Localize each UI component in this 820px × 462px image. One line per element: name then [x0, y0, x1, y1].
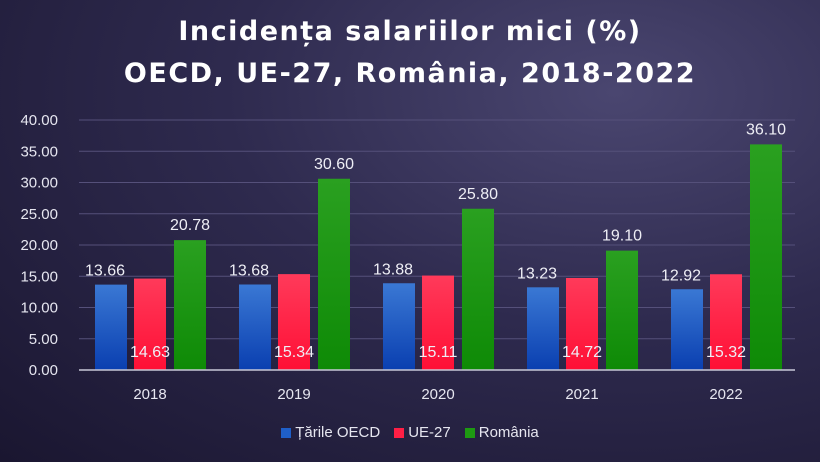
legend-item: Țările OECD [281, 424, 380, 441]
bar-0-2020 [383, 283, 415, 370]
legend-item: România [464, 424, 539, 441]
data-label: 14.63 [130, 344, 170, 361]
bar-0-2018 [95, 284, 127, 370]
legend-swatch [464, 427, 475, 438]
y-tick-label: 20.00 [20, 237, 58, 254]
bar-0-2019 [239, 284, 271, 370]
bar-0-2021 [527, 287, 559, 370]
bar-2-2020 [462, 208, 494, 370]
x-tick-label: 2018 [133, 386, 166, 403]
data-label: 15.11 [419, 344, 458, 361]
legend-label: UE-27 [408, 424, 451, 441]
data-label: 36.10 [746, 121, 786, 138]
y-tick-label: 5.00 [29, 331, 58, 348]
data-label: 13.66 [85, 263, 125, 280]
data-label: 12.92 [661, 267, 701, 284]
chart-title-line2: OECD, UE-27, România, 2018-2022 [123, 58, 697, 89]
legend-label: România [478, 424, 539, 441]
bar-1-2018 [134, 278, 166, 370]
y-tick-label: 15.00 [20, 268, 58, 285]
data-label: 13.68 [229, 263, 269, 280]
data-label: 13.23 [517, 265, 557, 282]
data-label: 13.88 [373, 261, 413, 278]
bar-1-2021 [566, 278, 598, 370]
x-tick-label: 2020 [421, 386, 454, 403]
legend-swatch [394, 427, 405, 438]
data-label: 15.32 [706, 344, 746, 361]
y-tick-label: 0.00 [29, 362, 58, 379]
y-tick-label: 25.00 [20, 206, 58, 223]
x-tick-label: 2021 [565, 386, 598, 403]
y-tick-label: 10.00 [20, 300, 58, 317]
x-tick-label: 2019 [277, 386, 310, 403]
data-label: 15.34 [274, 344, 314, 361]
bar-2-2022 [750, 144, 782, 370]
data-label: 19.10 [602, 228, 642, 245]
bar-1-2022 [710, 274, 742, 370]
bar-1-2019 [278, 274, 310, 370]
legend-item: UE-27 [394, 424, 451, 441]
y-tick-label: 35.00 [20, 143, 58, 160]
bar-2-2019 [318, 178, 350, 370]
bar-0-2022 [671, 289, 703, 370]
legend: Țările OECD UE-27 România [0, 424, 820, 441]
data-label: 20.78 [170, 217, 210, 234]
bar-1-2020 [422, 275, 454, 370]
legend-label: Țările OECD [295, 424, 381, 441]
bar-2-2021 [606, 250, 638, 370]
legend-swatch [281, 427, 292, 438]
bar-2-2018 [174, 240, 206, 370]
data-label: 30.60 [314, 156, 354, 173]
y-tick-label: 30.00 [20, 175, 58, 192]
y-tick-label: 40.00 [20, 112, 58, 129]
data-label: 14.72 [562, 344, 602, 361]
data-label: 25.80 [458, 186, 498, 203]
x-tick-label: 2022 [709, 386, 742, 403]
chart-title-line1: Incidența salariilor mici (%) [178, 16, 642, 47]
